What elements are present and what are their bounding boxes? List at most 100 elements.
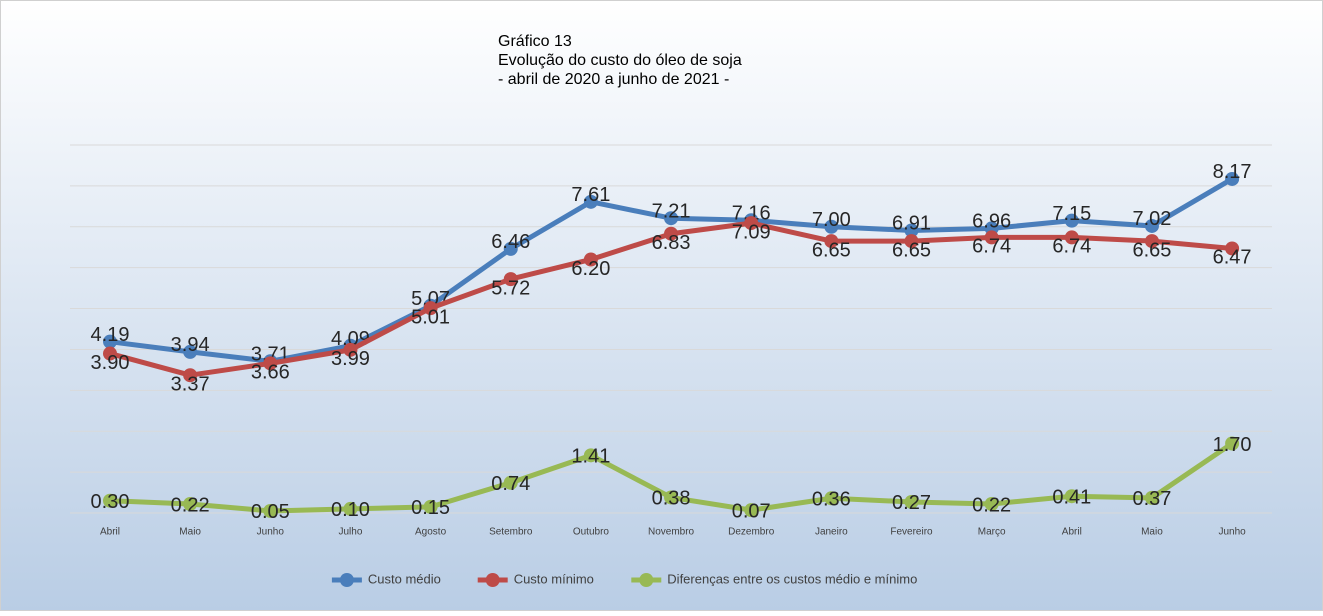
marker	[583, 194, 598, 209]
data-label: 6.83	[652, 232, 691, 254]
data-label: 0.15	[411, 497, 450, 519]
x-tick-label: Dezembro	[728, 527, 775, 538]
data-label: 8.17	[1213, 161, 1252, 183]
data-label: 7.15	[1052, 203, 1091, 225]
data-label: 6.96	[972, 211, 1011, 233]
x-tick-label: Junho	[257, 527, 285, 538]
title-line: Evolução do custo do óleo de soja	[498, 52, 742, 69]
legend-marker	[339, 573, 354, 587]
marker	[343, 501, 358, 516]
data-label: 3.66	[251, 362, 290, 384]
marker	[824, 234, 839, 249]
marker	[1225, 241, 1240, 256]
x-tick-label: Outubro	[573, 527, 610, 538]
marker	[583, 448, 598, 463]
data-label: 0.36	[812, 489, 851, 511]
data-label: 0.30	[91, 491, 130, 513]
data-label: 6.20	[571, 258, 610, 280]
x-tick-label: Agosto	[415, 527, 447, 538]
x-tick-label: Abril	[100, 527, 120, 538]
x-tick-label: Junho	[1218, 527, 1246, 538]
data-label: 6.47	[1213, 247, 1252, 269]
data-label: 6.74	[972, 236, 1011, 258]
data-label: 0.37	[1132, 488, 1171, 510]
marker	[1064, 230, 1079, 245]
marker	[904, 234, 919, 249]
data-label: 3.37	[171, 373, 210, 395]
data-label: 5.01	[411, 306, 450, 328]
legend-label: Diferenças entre os custos médio e mínim…	[667, 571, 917, 586]
marker	[744, 216, 759, 231]
data-label: 7.16	[732, 203, 771, 225]
data-label: 0.05	[251, 501, 290, 523]
x-tick-label: Maio	[1141, 527, 1163, 538]
marker	[503, 272, 518, 287]
marker	[103, 493, 117, 508]
x-tick-label: Julho	[338, 527, 362, 538]
marker	[423, 499, 438, 514]
data-label: 6.65	[1132, 239, 1171, 261]
marker	[1064, 489, 1079, 504]
marker	[664, 226, 679, 241]
marker	[664, 490, 679, 505]
data-label: 6.65	[892, 239, 931, 261]
data-label: 6.91	[892, 213, 931, 235]
legend-marker	[639, 573, 654, 587]
data-label: 0.22	[972, 494, 1011, 516]
data-label: 7.09	[732, 221, 771, 243]
data-label: 7.61	[571, 184, 610, 206]
data-label: 1.41	[571, 446, 610, 468]
data-label: 3.90	[91, 352, 130, 374]
legend-label: Custo médio	[368, 571, 441, 586]
marker	[183, 368, 198, 383]
data-label: 7.21	[652, 200, 691, 222]
data-label: 7.00	[812, 209, 851, 231]
marker	[1225, 171, 1240, 186]
marker	[183, 344, 198, 359]
marker	[1144, 218, 1159, 233]
marker	[343, 342, 358, 357]
data-label: 5.72	[491, 277, 530, 299]
x-tick-label: Novembro	[648, 527, 695, 538]
data-label: 0.41	[1052, 487, 1091, 509]
data-label: 0.27	[892, 492, 931, 514]
x-tick-label: Setembro	[489, 527, 533, 538]
marker	[503, 475, 518, 490]
marker	[984, 230, 999, 245]
marker	[1225, 436, 1240, 451]
legend-label: Custo mínimo	[514, 571, 594, 586]
data-label: 4.19	[91, 324, 130, 346]
marker	[103, 334, 117, 349]
x-tick-label: Abril	[1062, 527, 1082, 538]
data-label: 1.70	[1213, 434, 1252, 456]
data-label: 6.46	[491, 231, 530, 253]
marker	[984, 497, 999, 512]
marker	[183, 497, 198, 512]
marker	[103, 346, 117, 361]
title-line: Gráfico 13	[498, 33, 572, 50]
data-label: 6.74	[1052, 236, 1091, 258]
data-label: 3.94	[171, 334, 210, 356]
marker	[1144, 234, 1159, 249]
data-label: 0.22	[171, 494, 210, 516]
data-label: 0.38	[652, 488, 691, 510]
marker	[423, 301, 438, 316]
marker	[1064, 213, 1079, 228]
x-tick-label: Março	[978, 527, 1006, 538]
x-tick-label: Janeiro	[815, 527, 848, 538]
data-label: 0.74	[491, 473, 530, 495]
legend-marker	[485, 573, 500, 587]
x-tick-label: Fevereiro	[890, 527, 933, 538]
marker	[664, 211, 679, 226]
data-label: 6.65	[812, 239, 851, 261]
marker	[263, 356, 278, 371]
marker	[904, 223, 919, 238]
marker	[1144, 490, 1159, 505]
data-label: 0.07	[732, 500, 771, 522]
marker	[744, 503, 759, 518]
marker	[503, 241, 518, 256]
x-tick-label: Maio	[179, 527, 201, 538]
data-label: 0.10	[331, 499, 370, 521]
data-label: 3.99	[331, 348, 370, 370]
